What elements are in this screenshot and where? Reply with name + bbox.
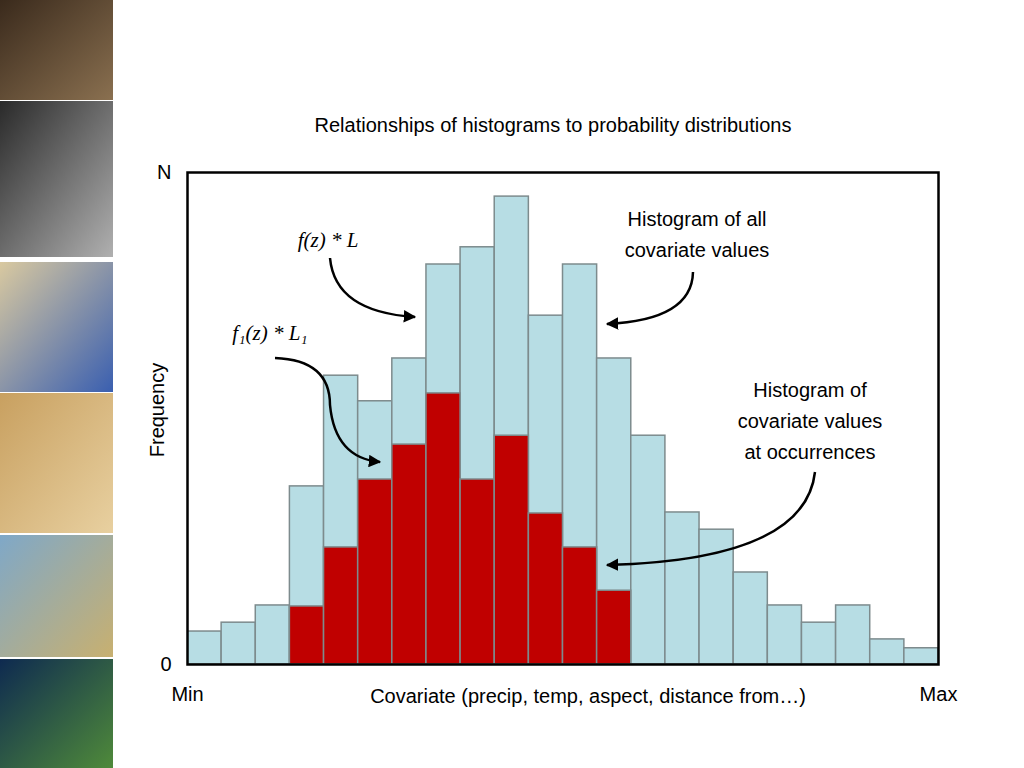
svg-text:Histogram ofcovariate valuesat: Histogram ofcovariate valuesat occurrenc…	[738, 379, 883, 463]
svg-text:Covariate (precip, temp, aspec: Covariate (precip, temp, aspect, distanc…	[370, 685, 806, 707]
svg-text:N: N	[157, 161, 171, 183]
svg-text:Min: Min	[171, 683, 203, 705]
svg-text:0: 0	[160, 653, 171, 675]
svg-text:f(z) * L: f(z) * L	[298, 228, 359, 252]
svg-text:Histogram of allcovariate valu: Histogram of allcovariate values	[625, 208, 770, 261]
svg-text:Frequency: Frequency	[146, 363, 168, 458]
svg-text:Relationships of histograms to: Relationships of histograms to probabili…	[315, 114, 792, 136]
svg-text:f₁(z) * L₁: f₁(z) * L₁	[232, 321, 307, 345]
svg-text:Max: Max	[920, 683, 958, 705]
